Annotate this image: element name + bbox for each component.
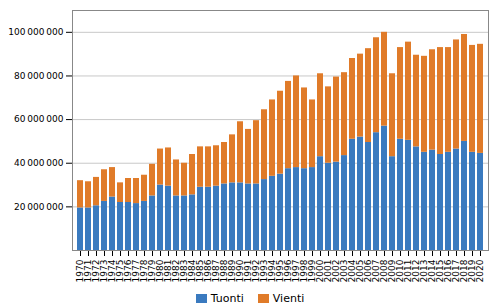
svg-text:2010: 2010 — [395, 259, 406, 283]
svg-text:1980: 1980 — [155, 259, 166, 283]
svg-text:2004: 2004 — [347, 259, 358, 283]
svg-text:20 000 000: 20 000 000 — [14, 202, 64, 212]
svg-text:1983: 1983 — [179, 259, 190, 283]
svg-text:1995: 1995 — [275, 259, 286, 283]
svg-text:2008: 2008 — [379, 259, 390, 283]
svg-text:1993: 1993 — [259, 259, 270, 283]
svg-text:1972: 1972 — [91, 259, 102, 283]
svg-text:2019: 2019 — [467, 259, 478, 283]
svg-text:2017: 2017 — [451, 259, 462, 283]
svg-text:2005: 2005 — [355, 259, 366, 283]
svg-text:2009: 2009 — [387, 259, 398, 283]
svg-text:2006: 2006 — [363, 259, 374, 283]
svg-text:1985: 1985 — [195, 259, 206, 283]
svg-text:2015: 2015 — [435, 259, 446, 283]
svg-text:2002: 2002 — [331, 259, 342, 283]
svg-text:2003: 2003 — [339, 259, 350, 283]
svg-text:1978: 1978 — [139, 259, 150, 283]
svg-text:2020: 2020 — [475, 259, 485, 282]
svg-text:1988: 1988 — [219, 259, 230, 283]
svg-text:1981: 1981 — [163, 259, 174, 283]
svg-text:1977: 1977 — [131, 259, 142, 283]
svg-text:2016: 2016 — [443, 259, 454, 283]
svg-text:2013: 2013 — [419, 259, 430, 283]
svg-text:1996: 1996 — [283, 259, 294, 283]
svg-text:1994: 1994 — [267, 259, 278, 283]
svg-text:1970: 1970 — [75, 259, 86, 283]
svg-text:2007: 2007 — [371, 259, 382, 283]
svg-text:2000: 2000 — [315, 259, 326, 283]
svg-text:1989: 1989 — [227, 259, 238, 283]
svg-text:1991: 1991 — [243, 259, 254, 283]
svg-text:2012: 2012 — [411, 259, 422, 283]
svg-text:1997: 1997 — [291, 259, 302, 283]
svg-text:1990: 1990 — [235, 259, 246, 283]
svg-text:1986: 1986 — [203, 259, 214, 283]
svg-text:60 000 000: 60 000 000 — [14, 114, 64, 124]
html-text:Vienti: Vienti — [272, 291, 305, 305]
svg-text:1971: 1971 — [83, 259, 94, 283]
svg-text:1998: 1998 — [299, 259, 310, 283]
svg-text:100 000 000: 100 000 000 — [8, 27, 63, 37]
svg-text:1999: 1999 — [307, 259, 318, 283]
svg-text:80 000 000: 80 000 000 — [14, 71, 64, 81]
svg-text:1992: 1992 — [251, 259, 262, 283]
html-text:Tuonti: Tuonti — [210, 291, 244, 305]
svg-text:2014: 2014 — [427, 259, 438, 283]
svg-text:1987: 1987 — [211, 259, 222, 283]
svg-text:1979: 1979 — [147, 259, 158, 283]
svg-text:40 000 000: 40 000 000 — [14, 158, 64, 168]
svg-text:1974: 1974 — [107, 259, 118, 283]
svg-text:2001: 2001 — [323, 259, 334, 283]
svg-text:1984: 1984 — [187, 259, 198, 283]
svg-text:1976: 1976 — [123, 259, 134, 283]
svg-text:1982: 1982 — [171, 259, 182, 283]
svg-text:2011: 2011 — [403, 259, 414, 283]
svg-text:2018: 2018 — [459, 259, 470, 283]
svg-text:1973: 1973 — [99, 259, 110, 283]
svg-text:1975: 1975 — [115, 259, 126, 283]
